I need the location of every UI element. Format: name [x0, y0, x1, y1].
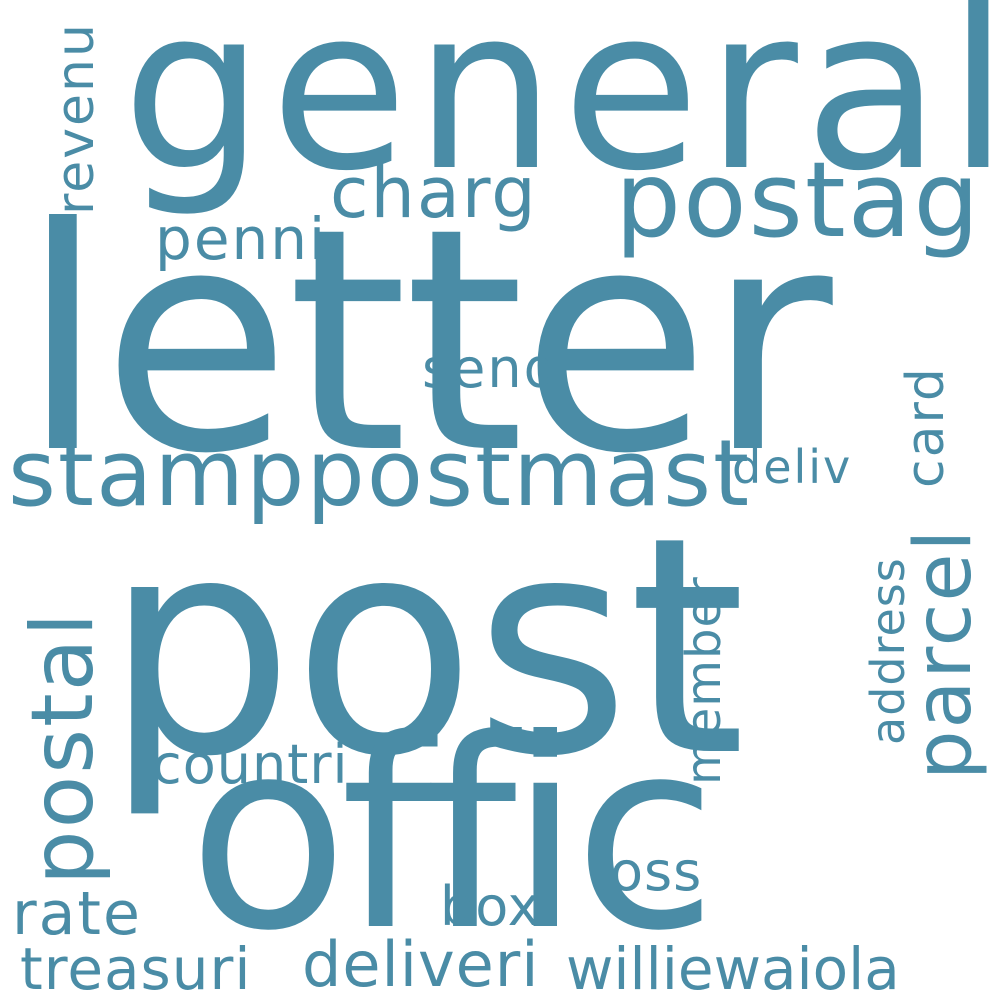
word-deliv: deliv	[732, 440, 853, 494]
word-penni: penni	[155, 205, 328, 273]
word-loss: loss	[594, 840, 703, 903]
word-charg: charg	[330, 152, 538, 234]
word-general: general	[122, 0, 1000, 220]
word-deliveri: deliveri	[302, 928, 540, 1000]
word-parcel: parcel	[899, 527, 989, 780]
word-treasuri: treasuri	[20, 935, 252, 1000]
word-postag: postag	[615, 139, 982, 261]
word-revenu: revenu	[46, 22, 106, 215]
word-post: post	[104, 473, 746, 822]
word-member: member	[676, 576, 732, 785]
word-rate: rate	[12, 879, 142, 949]
word-card: card	[896, 366, 956, 488]
word-postal: postal	[13, 610, 113, 885]
word-send: send	[422, 337, 560, 400]
word-williewaiola: williewaiola	[566, 935, 900, 1000]
word-countri: countri	[152, 733, 349, 796]
word-offic: offic	[188, 683, 718, 988]
word-stamppostmast: stamppostmast	[8, 420, 752, 527]
word-box: box	[440, 875, 541, 938]
word-letter: letter	[20, 162, 833, 521]
